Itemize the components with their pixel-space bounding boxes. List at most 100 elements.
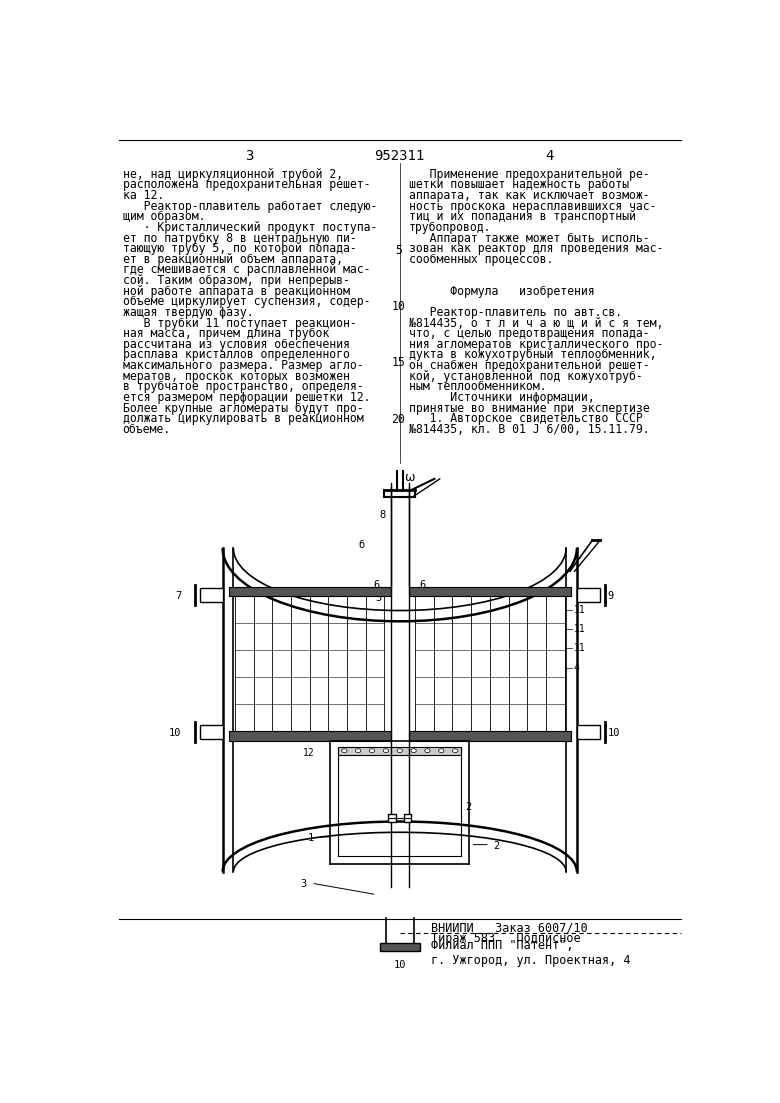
Text: максимального размера. Размер агло-: максимального размера. Размер агло- <box>122 360 363 372</box>
Text: ка 12.: ка 12. <box>122 189 164 202</box>
Text: 2: 2 <box>465 802 471 812</box>
Text: расположена предохранительная решет-: расположена предохранительная решет- <box>122 179 370 192</box>
Ellipse shape <box>411 749 417 752</box>
Text: объеме.: объеме. <box>122 422 171 436</box>
Text: ет по патрубку 8 в центральную пи-: ет по патрубку 8 в центральную пи- <box>122 232 356 245</box>
Text: 12: 12 <box>303 748 315 759</box>
Text: 5: 5 <box>375 592 381 603</box>
Text: б: б <box>358 540 364 550</box>
Text: Реактор-плавитель работает следую-: Реактор-плавитель работает следую- <box>122 200 377 213</box>
Text: Тираж 583   Подписное: Тираж 583 Подписное <box>431 932 580 944</box>
Text: ется размером перфорации решетки 12.: ется размером перфорации решетки 12. <box>122 390 370 404</box>
Text: 11: 11 <box>574 604 586 614</box>
Ellipse shape <box>342 749 347 752</box>
Text: жащая твердую фазу.: жащая твердую фазу. <box>122 306 254 319</box>
Text: ной работе аппарата в реакционном: ной работе аппарата в реакционном <box>122 285 349 298</box>
Text: · Кристаллический продукт поступа-: · Кристаллический продукт поступа- <box>122 221 377 234</box>
Text: 11: 11 <box>574 624 586 634</box>
Ellipse shape <box>383 749 388 752</box>
Text: №814435, кл. В 01 J 6/00, 15.11.79.: №814435, кл. В 01 J 6/00, 15.11.79. <box>409 422 650 436</box>
Text: 6: 6 <box>374 580 380 590</box>
Text: №814435, о т л и ч а ю щ и й с я тем,: №814435, о т л и ч а ю щ и й с я тем, <box>409 317 663 330</box>
Text: 10: 10 <box>393 960 406 971</box>
Text: расплава кристаллов определенного: расплава кристаллов определенного <box>122 349 349 362</box>
Text: 5: 5 <box>395 244 402 257</box>
Text: сообменных процессов.: сообменных процессов. <box>409 253 553 266</box>
Text: аппарата, так как исключает возмож-: аппарата, так как исключает возмож- <box>409 189 650 202</box>
Text: сой. Таким образом, при непрерыв-: сой. Таким образом, при непрерыв- <box>122 274 349 287</box>
Bar <box>229 731 391 740</box>
Ellipse shape <box>452 749 458 752</box>
Text: 6: 6 <box>420 580 426 590</box>
Ellipse shape <box>397 749 402 752</box>
Bar <box>339 747 461 754</box>
Text: рассчитана из условия обеспечения: рассчитана из условия обеспечения <box>122 338 349 351</box>
Text: принятые во внимание при экспертизе: принятые во внимание при экспертизе <box>409 401 650 415</box>
Text: 4: 4 <box>574 663 580 673</box>
Text: Источники информации,: Источники информации, <box>409 390 594 404</box>
Bar <box>577 588 600 602</box>
Text: Применение предохранительной ре-: Применение предохранительной ре- <box>409 168 650 181</box>
Text: 20: 20 <box>392 413 405 426</box>
Text: Аппарат также может быть исполь-: Аппарат также может быть исполь- <box>409 232 650 245</box>
Bar <box>233 548 566 871</box>
Text: Реактор-плавитель по авт.св.: Реактор-плавитель по авт.св. <box>409 306 622 319</box>
Text: 10: 10 <box>608 728 620 738</box>
Text: 10: 10 <box>168 728 181 738</box>
Text: 7: 7 <box>175 591 181 601</box>
Text: дукта в кожухотрубный теплообменник,: дукта в кожухотрубный теплообменник, <box>409 349 657 362</box>
Bar <box>229 587 391 596</box>
Text: 11: 11 <box>574 643 586 653</box>
Bar <box>409 587 571 596</box>
Text: где смешивается с расплавленной мас-: где смешивается с расплавленной мас- <box>122 264 370 277</box>
Text: ная масса, причем длина трубок: ная масса, причем длина трубок <box>122 328 329 340</box>
Text: он снабжен предохранительной решет-: он снабжен предохранительной решет- <box>409 360 650 372</box>
Text: ет в реакционный объем аппарата,: ет в реакционный объем аппарата, <box>122 253 342 266</box>
Bar <box>388 814 396 822</box>
Text: 952311: 952311 <box>374 149 425 163</box>
Text: мератов, проскок которых возможен: мератов, проскок которых возможен <box>122 370 349 383</box>
Text: ВНИИПИ   Заказ 6007/10: ВНИИПИ Заказ 6007/10 <box>431 922 587 934</box>
Text: ным теплообменником.: ным теплообменником. <box>409 381 547 394</box>
Text: щим образом.: щим образом. <box>122 211 205 223</box>
Text: шетки повышает надежность работы: шетки повышает надежность работы <box>409 179 629 192</box>
Text: 1: 1 <box>308 833 314 843</box>
Text: 3: 3 <box>300 879 307 889</box>
Text: 4: 4 <box>546 149 554 163</box>
Text: тиц и их попадания в транспортный: тиц и их попадания в транспортный <box>409 211 636 223</box>
Bar <box>200 588 222 602</box>
Text: не, над циркуляционной трубой 2,: не, над циркуляционной трубой 2, <box>122 168 342 181</box>
Text: 10: 10 <box>392 300 405 313</box>
Text: 8: 8 <box>380 510 386 520</box>
Ellipse shape <box>356 749 361 752</box>
Text: 9: 9 <box>608 591 614 601</box>
Text: В трубки 11 поступает реакцион-: В трубки 11 поступает реакцион- <box>122 317 356 330</box>
Ellipse shape <box>425 749 430 752</box>
Ellipse shape <box>438 749 444 752</box>
Bar <box>380 943 420 951</box>
Text: что, с целью предотвращения попада-: что, с целью предотвращения попада- <box>409 328 650 340</box>
Text: зован как реактор для проведения мас-: зован как реактор для проведения мас- <box>409 243 663 255</box>
Bar <box>403 814 411 822</box>
Text: 3: 3 <box>246 149 254 163</box>
Text: ность проскока нерасплавившихся час-: ность проскока нерасплавившихся час- <box>409 200 657 213</box>
Text: ω: ω <box>404 471 415 484</box>
Bar <box>577 726 600 739</box>
Text: трубопровод.: трубопровод. <box>409 221 491 234</box>
Bar <box>200 726 222 739</box>
Text: объеме циркулирует суспензия, содер-: объеме циркулирует суспензия, содер- <box>122 296 370 309</box>
Text: тающую трубу 5, по которой попада-: тающую трубу 5, по которой попада- <box>122 243 356 255</box>
Text: ния агломератов кристаллического про-: ния агломератов кристаллического про- <box>409 338 663 351</box>
Text: Филиал ППП "Патент",
г. Ужгород, ул. Проектная, 4: Филиал ППП "Патент", г. Ужгород, ул. Про… <box>431 940 630 967</box>
Ellipse shape <box>370 749 374 752</box>
Text: 15: 15 <box>392 356 405 370</box>
Text: в трубчатое пространство, определя-: в трубчатое пространство, определя- <box>122 381 363 394</box>
Text: Более крупные агломераты будут про-: Более крупные агломераты будут про- <box>122 401 363 415</box>
Text: 2: 2 <box>493 840 499 850</box>
Text: кой, установленной под кожухотруб-: кой, установленной под кожухотруб- <box>409 370 643 383</box>
Ellipse shape <box>222 822 577 922</box>
Text: 1. Авторское свидетельство СССР: 1. Авторское свидетельство СССР <box>409 413 643 425</box>
Bar <box>409 731 571 740</box>
Ellipse shape <box>222 475 577 621</box>
Text: должать циркулировать в реакционном: должать циркулировать в реакционном <box>122 413 363 425</box>
